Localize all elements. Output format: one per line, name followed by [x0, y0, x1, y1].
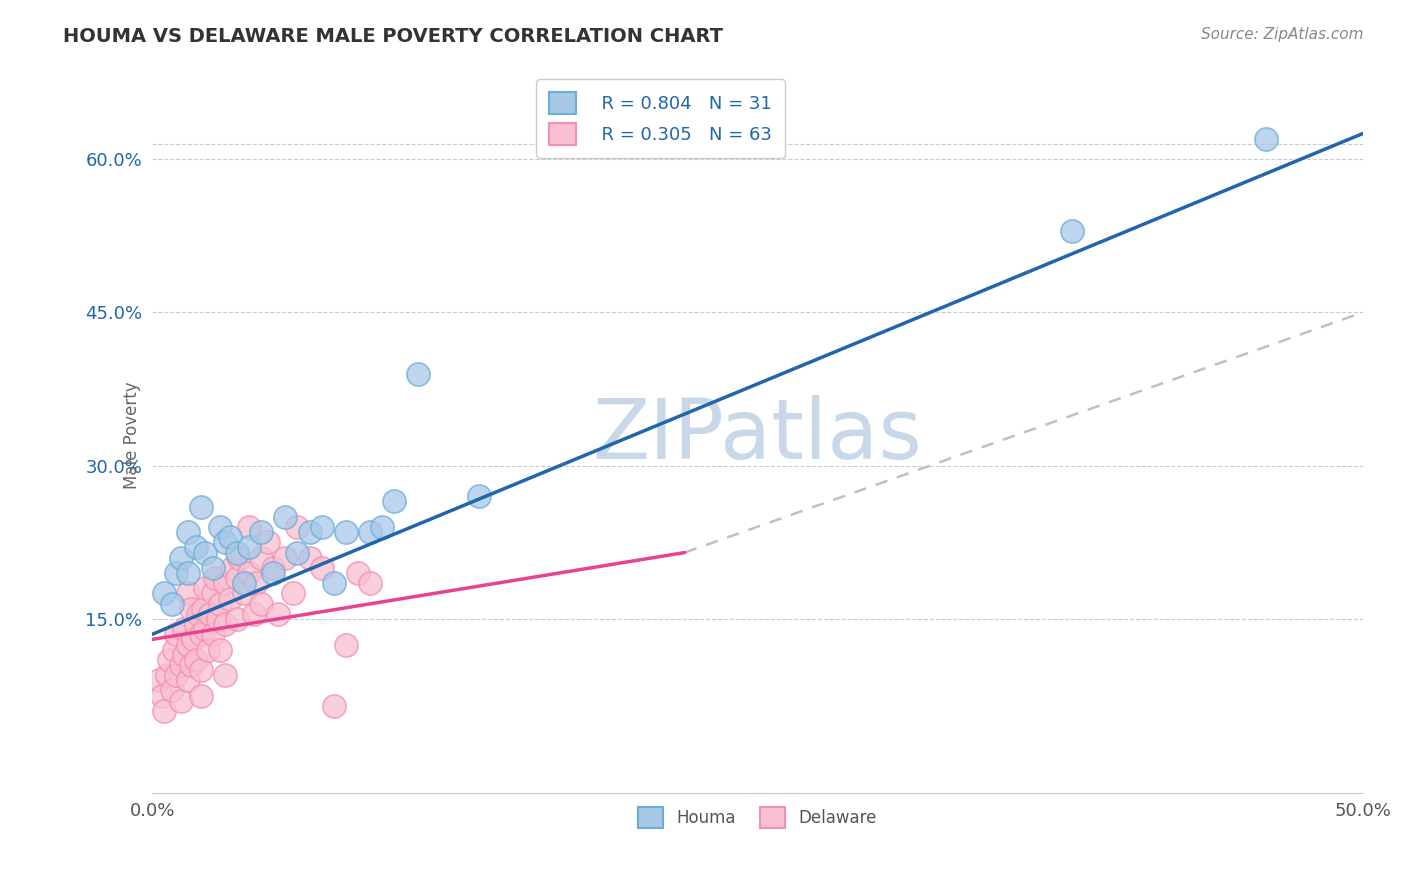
Point: [180, 657, 202, 672]
Point: [181, 632, 204, 647]
Point: [298, 550, 321, 565]
Point: [225, 571, 247, 585]
Point: [184, 617, 207, 632]
Point: [177, 638, 200, 652]
Point: [382, 494, 405, 508]
Point: [184, 653, 207, 667]
Point: [173, 622, 195, 636]
Point: [180, 601, 202, 615]
Point: [170, 657, 193, 672]
Point: [322, 576, 344, 591]
Point: [207, 612, 229, 626]
Point: [274, 550, 297, 565]
Point: [298, 525, 321, 540]
Point: [170, 550, 193, 565]
Point: [225, 545, 247, 559]
Point: [214, 535, 236, 549]
Text: Source: ZipAtlas.com: Source: ZipAtlas.com: [1201, 27, 1364, 42]
Point: [267, 607, 290, 621]
Point: [190, 663, 212, 677]
Point: [204, 571, 226, 585]
Point: [190, 500, 212, 514]
Point: [201, 586, 224, 600]
Point: [190, 627, 212, 641]
Point: [201, 627, 224, 641]
Point: [157, 653, 180, 667]
Point: [194, 622, 217, 636]
Point: [1254, 132, 1277, 146]
Point: [160, 597, 183, 611]
Y-axis label: Male Poverty: Male Poverty: [124, 381, 141, 489]
Point: [197, 642, 219, 657]
Point: [165, 566, 187, 580]
Point: [468, 489, 491, 503]
Point: [208, 520, 231, 534]
Point: [200, 607, 222, 621]
Point: [371, 520, 394, 534]
Point: [194, 582, 217, 596]
Point: [262, 561, 284, 575]
Point: [225, 612, 247, 626]
Point: [201, 561, 224, 575]
Point: [335, 525, 357, 540]
Point: [274, 509, 297, 524]
Point: [287, 520, 309, 534]
Point: [250, 597, 273, 611]
Point: [177, 566, 200, 580]
Point: [238, 520, 260, 534]
Point: [287, 545, 309, 559]
Point: [359, 525, 381, 540]
Point: [187, 607, 209, 621]
Point: [184, 541, 207, 555]
Point: [347, 566, 370, 580]
Point: [208, 642, 231, 657]
Point: [214, 617, 236, 632]
Point: [191, 601, 214, 615]
Point: [160, 683, 183, 698]
Point: [245, 576, 267, 591]
Text: HOUMA VS DELAWARE MALE POVERTY CORRELATION CHART: HOUMA VS DELAWARE MALE POVERTY CORRELATI…: [63, 27, 723, 45]
Point: [170, 694, 193, 708]
Point: [150, 689, 173, 703]
Point: [177, 673, 200, 688]
Point: [218, 530, 240, 544]
Point: [208, 597, 231, 611]
Point: [148, 673, 170, 688]
Point: [359, 576, 381, 591]
Point: [257, 535, 280, 549]
Point: [322, 698, 344, 713]
Point: [311, 520, 333, 534]
Point: [221, 561, 243, 575]
Point: [233, 576, 256, 591]
Point: [156, 668, 179, 682]
Point: [335, 638, 357, 652]
Point: [228, 550, 250, 565]
Point: [214, 668, 236, 682]
Point: [165, 627, 187, 641]
Point: [214, 576, 236, 591]
Point: [408, 367, 430, 381]
Point: [190, 689, 212, 703]
Point: [238, 566, 260, 580]
Point: [153, 586, 176, 600]
Point: [194, 545, 217, 559]
Text: ZIPatlas: ZIPatlas: [592, 394, 922, 475]
Point: [173, 648, 195, 662]
Point: [1060, 224, 1083, 238]
Point: [177, 525, 200, 540]
Point: [153, 704, 176, 718]
Point: [163, 642, 186, 657]
Point: [165, 668, 187, 682]
Point: [243, 607, 266, 621]
Point: [218, 591, 240, 606]
Point: [281, 586, 304, 600]
Legend: Houma, Delaware: Houma, Delaware: [631, 801, 884, 834]
Point: [250, 525, 273, 540]
Point: [177, 586, 200, 600]
Point: [238, 541, 260, 555]
Point: [233, 586, 256, 600]
Point: [250, 550, 273, 565]
Point: [311, 561, 333, 575]
Point: [262, 566, 284, 580]
